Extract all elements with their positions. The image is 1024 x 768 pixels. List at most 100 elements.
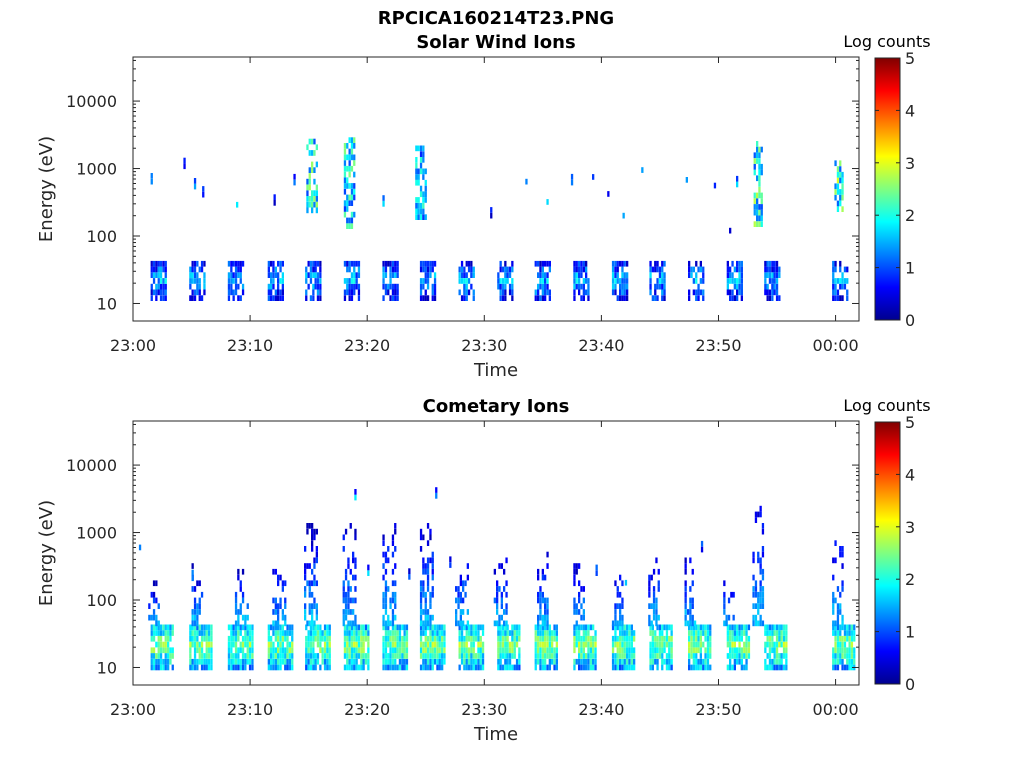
spectrogram-cell [429,260,432,267]
spectrogram-cell [623,647,626,654]
spectrogram-cell [232,260,235,267]
spectrogram-cell [426,586,430,592]
spectrogram-cell [740,278,743,284]
spectrogram-cell [688,295,691,301]
spectrogram-cell [458,624,461,631]
spectrogram-cell [159,658,163,665]
spectrogram-cell [424,658,427,665]
spectrogram-cell [499,653,502,659]
spectrogram-cell [349,597,352,604]
spectrogram-cell [433,278,437,284]
spectrogram-cell [457,586,460,592]
spectrogram-cell [155,266,158,273]
spectrogram-cell [433,630,437,636]
spectrogram-cell [537,591,540,598]
spectrogram-cell [853,635,856,642]
spectrogram-cell [544,289,547,296]
spectrogram-cell [496,597,499,604]
spectrogram-cell [326,647,329,654]
spectrogram-cell [281,580,284,587]
spectrogram-cell [279,664,282,671]
spectrogram-cell [479,635,482,642]
spectrogram-cell [731,295,734,301]
spectrogram-cell [277,272,280,278]
spectrogram-cell [357,295,361,301]
spectrogram-cell [150,624,153,631]
spectrogram-cell [277,289,280,296]
spectrogram-cell [626,272,629,278]
spectrogram-cell [841,664,844,671]
spectrogram-cell [346,289,349,296]
spectrogram-cell [429,647,432,654]
spectrogram-cell [621,641,624,648]
spectrogram-cell [539,586,542,592]
spectrogram-cell [546,289,549,296]
spectrogram-cell [462,597,465,604]
spectrogram-cell [731,260,734,267]
spectrogram-cell [785,647,788,654]
spectrogram-cell [780,653,783,659]
spectrogram-cell [441,635,444,642]
spectrogram-cell [585,272,588,278]
spectrogram-cell [357,664,361,671]
spectrogram-cell [555,664,558,671]
spectrogram-cell [689,597,692,604]
spectrogram-cell [355,630,358,636]
spectrogram-cell [422,641,425,648]
spectrogram-cell [353,272,356,278]
spectrogram-cell [539,591,542,598]
spectrogram-cell [348,647,351,654]
spectrogram-cell [162,283,165,290]
spectrogram-cell [733,658,736,665]
spectrogram-cell [352,551,355,558]
spectrogram-cell [279,260,282,267]
spectrogram-cell [424,185,427,192]
spectrogram-cell [429,557,432,564]
spectrogram-cell [210,641,213,648]
spectrogram-cell [422,563,425,569]
spectrogram-cell [167,635,170,642]
spectrogram-cell [760,198,763,204]
spectrogram-cell [348,200,351,206]
spectrogram-cell [277,658,280,665]
spectrogram-cell [315,609,318,615]
spectrogram-cell [518,647,521,654]
spectrogram-cell [534,641,537,648]
spectrogram-cell [152,580,156,587]
spectrogram-cell [723,591,726,598]
spectrogram-cell [157,266,160,273]
spectrogram-cell [464,591,467,598]
spectrogram-cell [394,630,397,636]
spectrogram-cell [207,658,211,665]
spectrogram-cell [354,557,357,564]
spectrogram-cell [745,653,748,659]
spectrogram-cell [387,289,390,296]
spectrogram-cell [551,641,554,648]
spectrogram-cell [706,647,710,654]
spectrogram-cell [580,614,583,621]
spectrogram-cell [162,278,165,284]
spectrogram-cell [738,272,741,278]
spectrogram-cell [768,260,772,267]
spectrogram-cell [504,630,507,636]
spectrogram-cell [159,624,163,631]
spectrogram-cell [342,620,345,627]
spectrogram-cell [546,609,549,615]
spectrogram-cell [312,653,315,659]
spectrogram-cell [690,653,693,659]
spectrogram-cell [274,620,277,627]
spectrogram-cell [382,283,385,290]
spectrogram-cell [537,620,540,627]
spectrogram-cell [736,260,739,267]
spectrogram-cell [277,580,280,587]
spectrogram-cell [458,635,461,642]
spectrogram-cell [346,206,349,212]
spectrogram-cell [200,630,204,636]
spectrogram-cell [548,653,551,659]
spectrogram-cell [248,658,252,665]
spectrogram-cell [481,630,485,636]
spectrogram-cell [313,580,316,587]
spectrogram-cell [191,624,194,631]
spectrogram-cell [284,603,287,609]
